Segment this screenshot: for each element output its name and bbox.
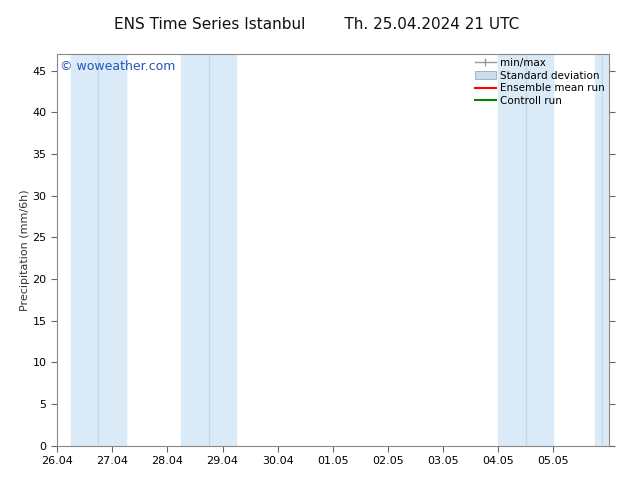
- Text: ENS Time Series Istanbul        Th. 25.04.2024 21 UTC: ENS Time Series Istanbul Th. 25.04.2024 …: [114, 17, 520, 32]
- Bar: [71, 54, 126, 446]
- Y-axis label: Precipitation (mm/6h): Precipitation (mm/6h): [20, 189, 30, 311]
- Bar: [498, 54, 553, 446]
- Bar: [181, 54, 236, 446]
- Bar: [595, 54, 609, 446]
- Legend: min/max, Standard deviation, Ensemble mean run, Controll run: min/max, Standard deviation, Ensemble me…: [472, 56, 607, 108]
- Text: © woweather.com: © woweather.com: [60, 60, 175, 73]
